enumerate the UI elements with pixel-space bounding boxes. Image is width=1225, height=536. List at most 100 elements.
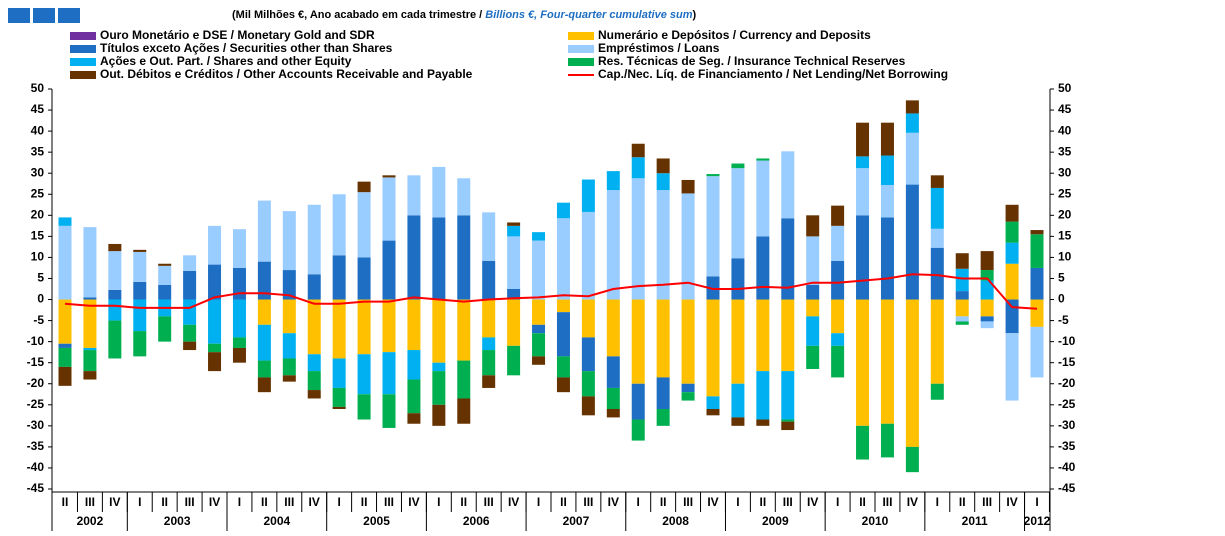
bar-segment [158,265,172,285]
bar-segment [930,228,944,248]
bar-segment [482,350,496,376]
legend-label: Títulos exceto Ações / Securities other … [100,41,393,55]
y-tick-label: -35 [27,439,45,453]
year-label: 2003 [164,514,191,528]
bar-segment [507,345,521,376]
bar-segment [781,218,795,300]
bar-segment [656,190,670,300]
y2-tick-label: -10 [1058,334,1076,348]
bar-segment [133,331,147,357]
legend-swatch [70,71,96,79]
logo-block [8,8,30,23]
bar-segment [58,217,72,226]
x-tick-label: I [1035,495,1038,509]
bar-segment [183,299,197,325]
bar-segment [457,398,471,424]
bar-segment [282,270,296,300]
bar-segment [457,360,471,399]
bar-segment [357,192,371,258]
bar-segment [681,383,695,393]
bar-segment [357,394,371,420]
bar-segment [781,299,795,372]
y-tick-label: 50 [31,81,45,95]
bar-segment [706,409,720,416]
year-label: 2008 [662,514,689,528]
y2-tick-label: 5 [1058,271,1065,285]
bar-segment [208,299,222,344]
y-tick-label: 25 [31,186,45,200]
bar-segment [930,299,944,384]
bar-segment [108,320,122,359]
bar-segment [457,215,471,300]
x-tick-label: III [583,495,593,509]
bar-segment [332,299,346,359]
bar-segment [532,324,546,334]
legend-swatch [70,45,96,53]
bar-segment [108,243,122,252]
bar-segment [905,184,919,300]
legend-label: Ouro Monetário e DSE / Monetary Gold and… [100,28,375,42]
bar-segment [756,371,770,420]
bar-segment [307,354,321,372]
bar-segment [856,299,870,426]
bar-segment [282,358,296,376]
bar-segment [656,173,670,191]
bar-segment [606,299,620,357]
bar-segment [781,371,795,420]
bar-segment [532,240,546,300]
x-tick-label: III [384,495,394,509]
bar-segment [1005,333,1019,401]
y2-tick-label: -40 [1058,460,1076,474]
x-tick-label: II [760,495,767,509]
bar-segment [208,343,222,353]
bar-segment [731,163,745,169]
bar-segment [955,321,969,325]
logo-block [33,8,55,23]
bar-segment [482,299,496,338]
bar-segment [556,312,570,357]
x-tick-label: I [337,495,340,509]
bar-segment [781,419,795,422]
y2-tick-label: -5 [1058,313,1069,327]
bar-segment [806,316,820,346]
bar-segment [1005,299,1019,334]
bar-segment [507,236,521,289]
bar-segment [183,324,197,342]
y-tick-label: 45 [31,102,45,116]
bar-segment [706,176,720,277]
bar-segment [631,178,645,300]
year-label: 2004 [263,514,290,528]
bar-segment [556,299,570,313]
bar-segment [955,316,969,322]
x-tick-label: II [62,495,69,509]
bar-segment [1030,230,1044,235]
bar-segment [83,347,97,351]
bar-segment [532,333,546,357]
bar-segment [382,175,396,178]
year-label: 2010 [862,514,889,528]
x-tick-label: II [859,495,866,509]
x-tick-label: II [560,495,567,509]
bar-segment [507,289,521,300]
bar-segment [432,404,446,426]
bar-segment [831,225,845,261]
bar-segment [282,333,296,359]
bar-segment [656,299,670,378]
bar-segment [831,299,845,334]
x-tick-label: III [185,495,195,509]
bar-segment [1005,204,1019,222]
bar-segment [806,215,820,237]
x-tick-label: III [882,495,892,509]
y2-tick-label: -20 [1058,376,1076,390]
y-tick-label: -5 [33,313,44,327]
bar-segment [257,324,271,361]
bar-segment [706,299,720,397]
bar-segment [581,371,595,397]
bar-segment [930,175,944,188]
bar-segment [606,171,620,191]
year-label: 2011 [962,514,988,528]
bar-segment [432,166,446,218]
bar-segment [407,175,421,216]
bar-segment [831,205,845,226]
bar-segment [58,343,72,348]
